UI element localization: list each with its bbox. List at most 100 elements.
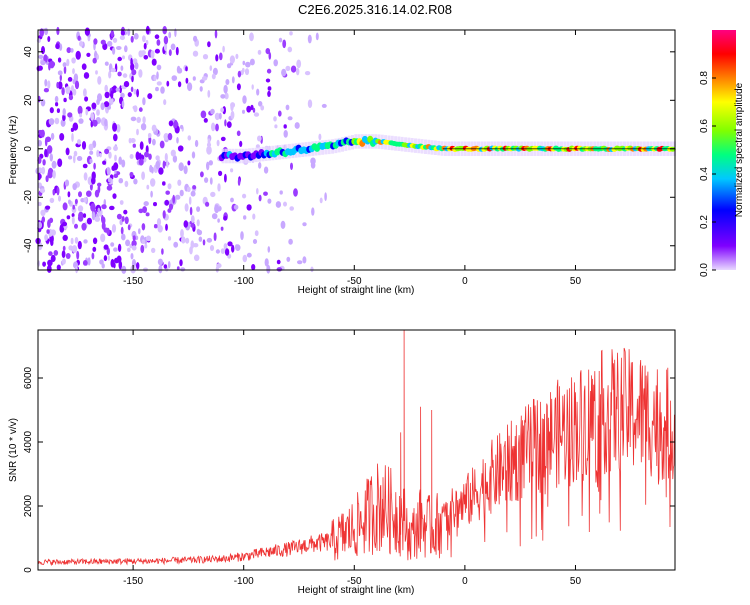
spectrogram-cell: [138, 107, 143, 112]
spectrogram-cell: [225, 79, 230, 85]
spectrogram-cell: [138, 152, 142, 160]
spectrogram-cell: [86, 52, 91, 58]
spectrogram-cell: [150, 50, 155, 59]
spectrogram-cell: [63, 97, 67, 103]
spectrogram-cell: [227, 241, 233, 247]
spectrogram-cell: [124, 216, 129, 225]
spectrogram-cell: [179, 189, 184, 197]
spectrogram-cell: [59, 224, 65, 232]
spectrogram-cell: [172, 194, 176, 204]
spectrogram-cell: [160, 86, 165, 94]
spectrogram-cell: [184, 203, 189, 212]
spectrogram-cell: [167, 183, 172, 190]
snr-x-tick-label: -50: [347, 576, 362, 587]
spectrogram-cell: [192, 50, 199, 57]
spectrogram-cell: [129, 171, 134, 178]
spectrogram-cell: [186, 186, 191, 193]
colorbar-tick-label: 0.6: [699, 119, 710, 133]
spectrogram-cell: [223, 215, 228, 221]
spectrogram-cell: [207, 138, 211, 146]
spectrogram-cell: [94, 50, 98, 60]
spectrogram-cell: [141, 223, 146, 231]
spectrogram-cell: [131, 259, 137, 268]
spectrogram-x-tick-label: 0: [462, 276, 468, 287]
spectrogram-cell: [78, 191, 82, 198]
spectrogram-cell: [142, 35, 146, 43]
spectrogram-cell: [121, 233, 126, 241]
spectrogram-cell: [56, 108, 61, 113]
spectrogram-cell: [48, 251, 53, 256]
spectrogram-cell: [145, 39, 149, 46]
colorbar-tick-label: 0.0: [699, 263, 710, 277]
spectrogram-cell: [267, 90, 271, 97]
spectrogram-cell: [200, 110, 207, 119]
spectrogram-cell: [61, 250, 66, 258]
spectrogram-cell: [147, 132, 152, 139]
snr-x-ticks: -150 -100 -50 0 50: [123, 330, 581, 587]
spectrogram-cell: [166, 80, 170, 87]
spectrogram-cell: [177, 145, 184, 152]
spectrogram-cell: [237, 70, 242, 78]
spectrogram-cell: [146, 184, 150, 190]
spectrogram-cell: [71, 85, 74, 92]
spectrogram-cell: [194, 139, 199, 148]
spectrogram-cell: [142, 97, 146, 106]
spectrogram-y-ticks: -40 -20 0 20 40: [23, 46, 675, 253]
spectrogram-cell: [113, 247, 118, 252]
spectrogram-cell: [74, 80, 80, 90]
spectrogram-y-tick-label: -20: [23, 190, 34, 205]
spectrogram-cell: [121, 100, 125, 108]
spectrogram-cell: [171, 75, 178, 81]
spectrogram-cell: [130, 57, 133, 67]
spectrogram-cell: [53, 250, 59, 256]
spectrogram-cell: [231, 244, 235, 253]
spectrogram-cell: [70, 237, 74, 245]
snr-x-tick-label: -100: [234, 576, 254, 587]
spectrogram-cell: [141, 171, 146, 180]
spectrogram-cell: [45, 205, 51, 210]
spectrogram-cell: [109, 205, 115, 211]
spectrogram-cell: [106, 247, 111, 256]
spectrogram-cell: [112, 37, 118, 43]
spectrogram-cell: [168, 120, 174, 127]
spectrogram-cell: [44, 137, 48, 147]
spectrogram-cell: [97, 185, 101, 194]
spectrogram-cell: [187, 82, 193, 92]
spectrogram-cell: [62, 108, 66, 116]
spectrogram-cell: [167, 132, 173, 141]
spectrogram-cell: [131, 240, 137, 247]
spectrogram-cell: [258, 101, 263, 107]
spectrogram-cell: [44, 27, 49, 36]
spectrogram-cell: [311, 207, 315, 216]
spectrogram-cell: [111, 224, 117, 233]
spectrogram-cell: [214, 112, 220, 121]
spectrogram-cell: [162, 210, 166, 219]
spectrogram-cell: [242, 67, 245, 73]
spectrogram-cell: [239, 140, 243, 147]
snr-y-tick-label: 2000: [23, 494, 34, 517]
spectrogram-cell: [273, 116, 277, 122]
spectrogram-cell: [62, 221, 68, 227]
spectrogram-cell: [220, 107, 225, 113]
spectrogram-cell: [82, 260, 88, 266]
spectrogram-cell: [163, 43, 168, 51]
spectrogram-cell: [67, 77, 73, 82]
spectrogram-cell: [168, 49, 172, 56]
spectrogram-cell: [307, 34, 312, 44]
spectrogram-cell: [50, 239, 54, 246]
spectrogram-cell: [250, 104, 254, 111]
spectrogram-cell: [132, 143, 136, 148]
spectrogram-cell: [235, 53, 239, 60]
spectrogram-cell: [84, 96, 89, 102]
spectrogram-cell: [44, 148, 48, 158]
spectrogram-cell: [38, 54, 44, 60]
spectrogram-y-tick-label: 40: [23, 46, 34, 58]
spectrogram-cell: [278, 37, 283, 43]
spectrogram-cell: [173, 119, 178, 129]
spectrogram-cell: [136, 88, 140, 98]
spectrogram-cell: [276, 259, 281, 265]
spectrogram-cell: [42, 261, 46, 267]
spectrogram-cell: [65, 86, 71, 95]
spectrogram-cell: [237, 178, 241, 186]
spectrogram-cell: [144, 151, 149, 158]
